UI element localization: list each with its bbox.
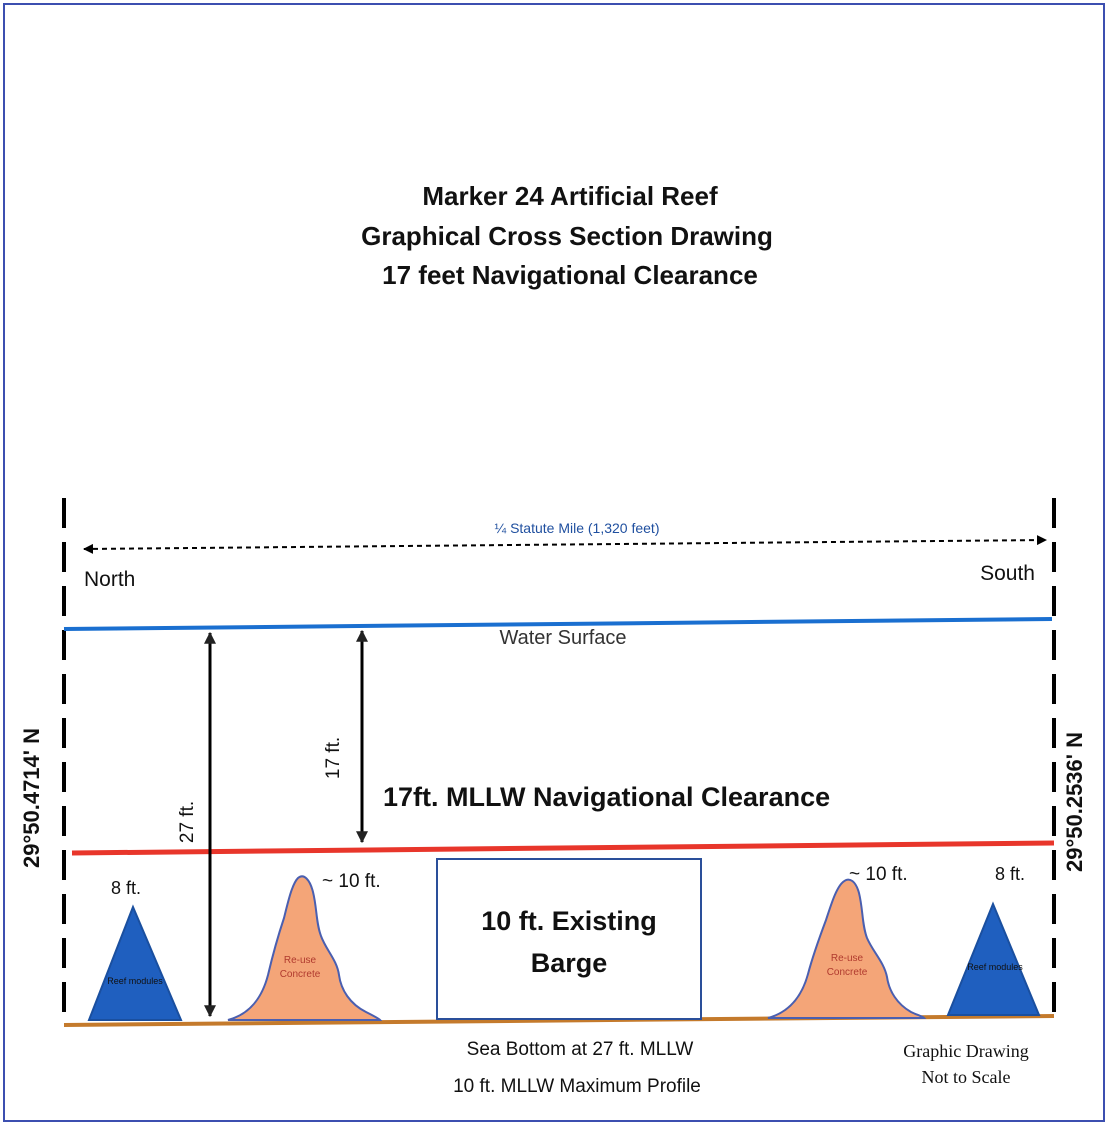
reuse-concrete-right (767, 878, 927, 1019)
reef-module-left-height: 8 ft. (111, 878, 141, 898)
barge-label-2: Barge (531, 948, 608, 978)
existing-barge (436, 858, 702, 1020)
south-coordinate: 29°50.2536' N (1062, 732, 1087, 872)
clearance-depth-label: 17 ft. (323, 737, 344, 779)
title-line-1: Marker 24 Artificial Reef (422, 181, 718, 211)
north-label: North (84, 568, 135, 591)
reef-module-left (87, 904, 183, 1021)
clearance-line (71, 840, 1055, 856)
water-surface-line (63, 617, 1053, 631)
reuse-concrete-left (227, 875, 383, 1021)
title-block: Marker 24 Artificial Reef Graphical Cros… (361, 181, 773, 290)
span-arrow (83, 535, 1047, 554)
north-coordinate: 29°50.4714' N (19, 728, 44, 868)
barge-label-1: 10 ft. Existing (481, 906, 657, 936)
south-label: South (980, 562, 1035, 585)
page-border (3, 3, 1105, 1122)
max-profile-label: 10 ft. MLLW Maximum Profile (453, 1076, 701, 1097)
reuse-concrete-left-label-1: Re-use (284, 955, 317, 966)
scale-note-line-2: Not to Scale (922, 1067, 1011, 1087)
reef-module-right-label: Reef modules (967, 962, 1023, 972)
scale-note-line-1: Graphic Drawing (903, 1041, 1028, 1061)
reuse-concrete-right-label-2: Concrete (827, 967, 868, 978)
span-label: ¼ Statute Mile (1,320 feet) (495, 520, 660, 536)
total-depth-label: 27 ft. (177, 801, 198, 843)
water-surface-label: Water Surface (499, 627, 626, 649)
reef-module-right (946, 901, 1041, 1016)
clearance-label: 17ft. MLLW Navigational Clearance (383, 782, 830, 812)
reef-module-right-height: 8 ft. (995, 864, 1025, 884)
reuse-concrete-right-label-1: Re-use (831, 953, 864, 964)
reuse-concrete-left-label-2: Concrete (280, 969, 321, 980)
reuse-concrete-right-height: ~ 10 ft. (849, 864, 908, 885)
reuse-concrete-left-height: ~ 10 ft. (322, 871, 381, 892)
title-line-3: 17 feet Navigational Clearance (382, 260, 758, 290)
sea-bottom-label: Sea Bottom at 27 ft. MLLW (467, 1039, 694, 1060)
reef-module-left-label: Reef modules (107, 976, 163, 986)
title-line-2: Graphical Cross Section Drawing (361, 221, 773, 251)
